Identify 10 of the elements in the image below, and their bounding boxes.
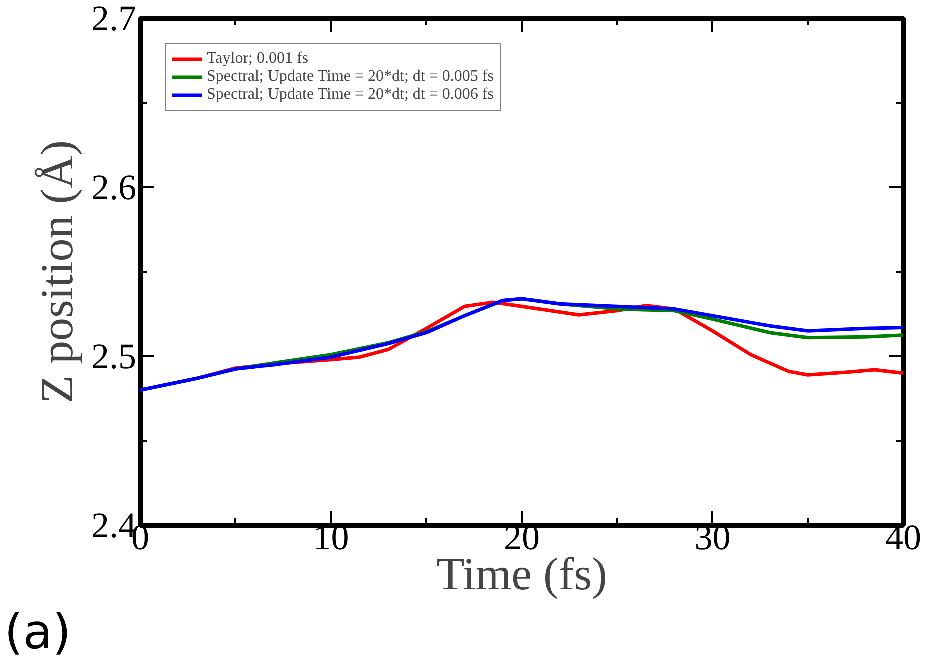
legend-label: Spectral; Update Time = 20*dt; dt = 0.005 fs [207, 68, 494, 86]
x-tick-label: 40 [886, 518, 922, 558]
y-tick-label: 2.5 [92, 336, 136, 376]
y-tick-label: 2.7 [92, 0, 136, 38]
y-axis-title: Z position (Å) [32, 140, 82, 404]
legend-label: Spectral; Update Time = 20*dt; dt = 0.006 fs [207, 86, 494, 104]
legend-label: Taylor; 0.001 fs [207, 50, 309, 68]
text: (a) [4, 604, 72, 660]
y-tick-label: 2.6 [92, 168, 136, 208]
x-axis-title: Time (fs) [436, 548, 608, 600]
